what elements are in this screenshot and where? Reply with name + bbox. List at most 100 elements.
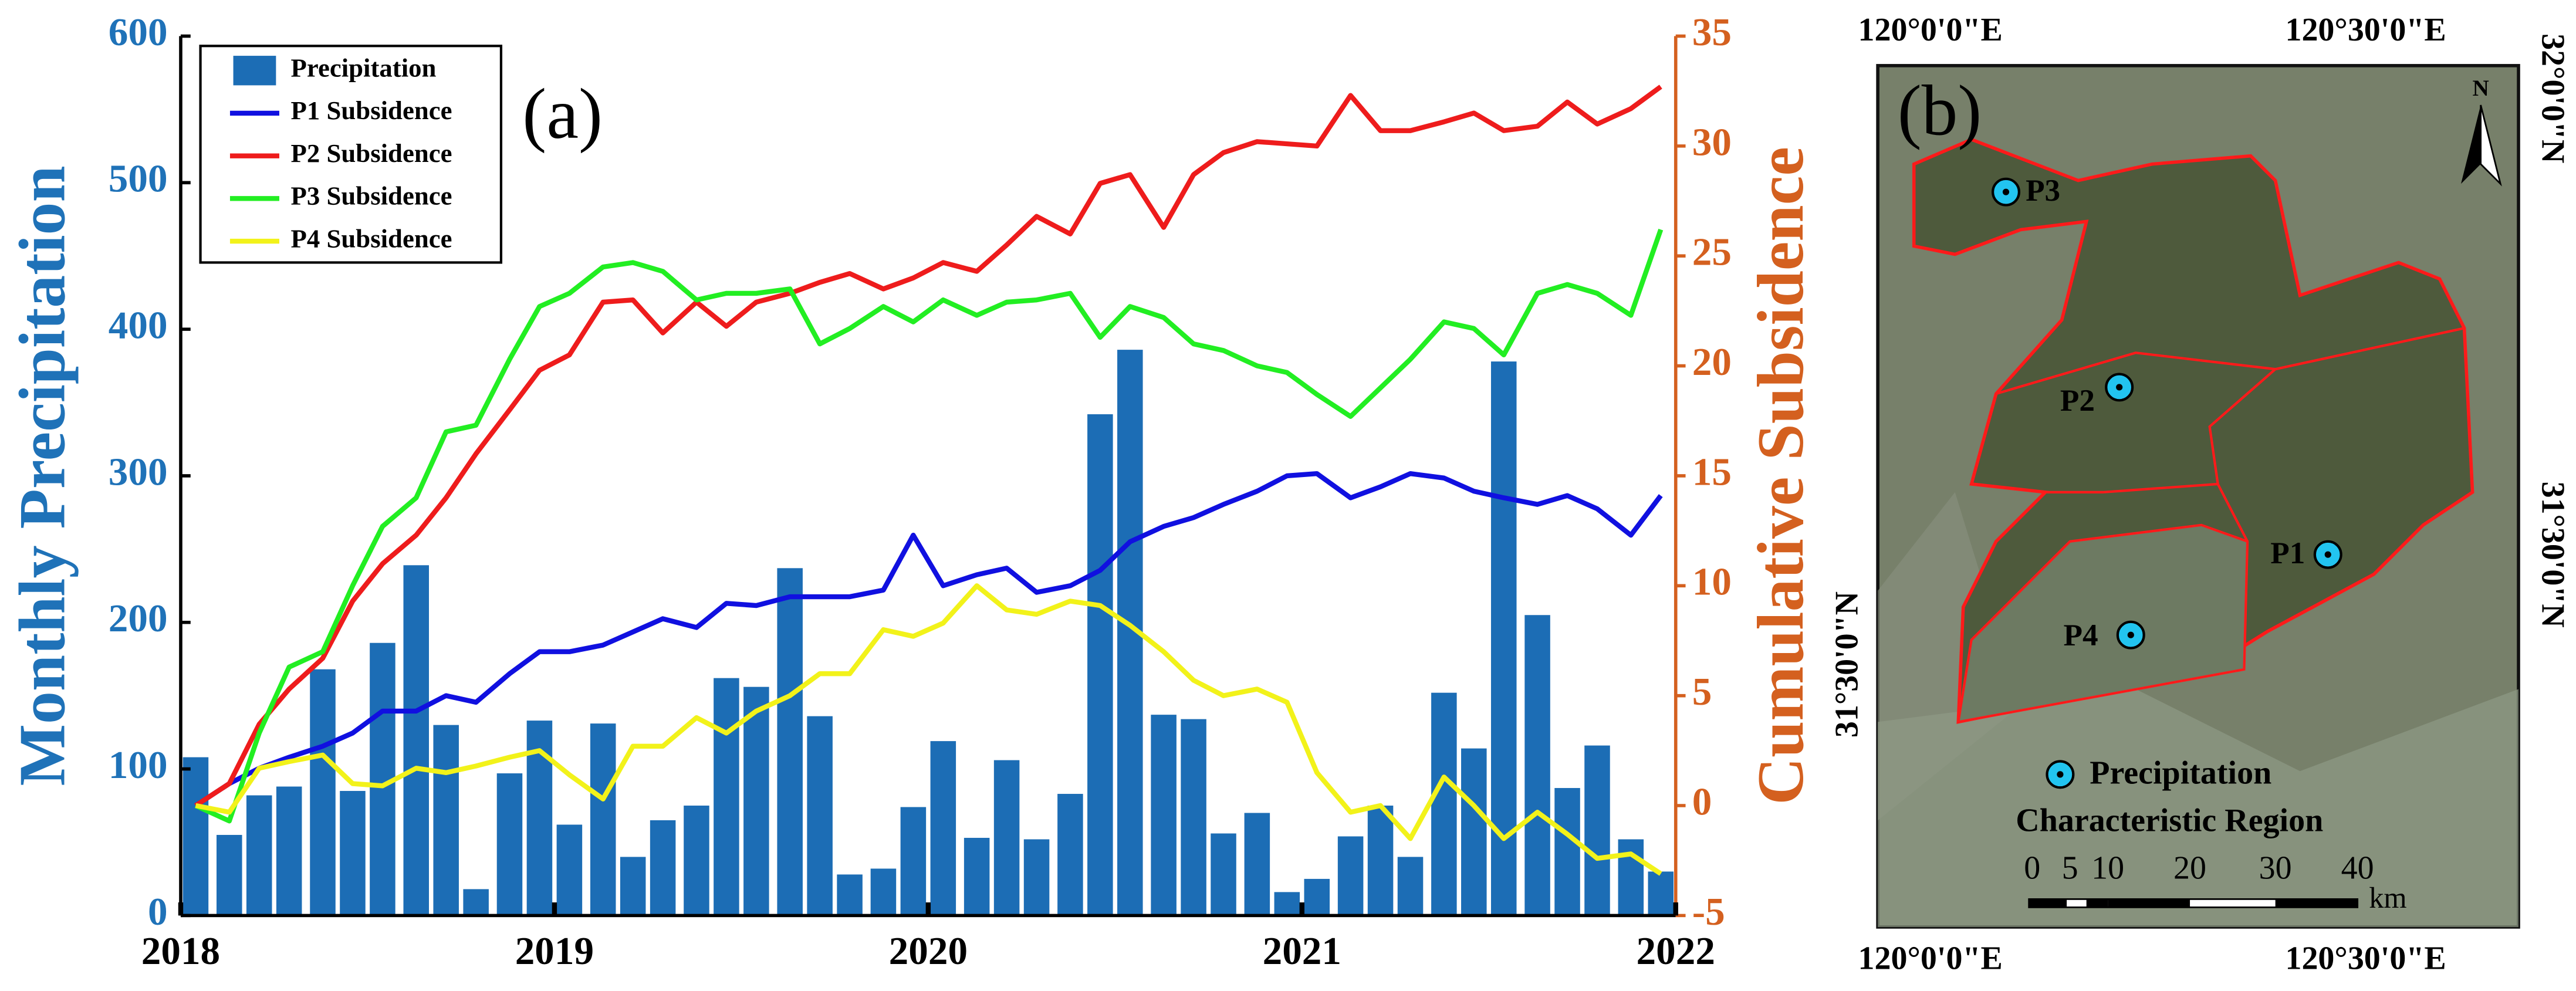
scale-label: 10 (2091, 850, 2124, 887)
bar (684, 806, 709, 916)
bar (1490, 361, 1517, 916)
map-water (1878, 689, 2519, 927)
lat-label: 32°0'0"N (2534, 33, 2571, 163)
bar (182, 757, 209, 916)
scale-segment (2108, 899, 2190, 908)
bar (310, 669, 336, 916)
y-tick-label: 200 (109, 596, 168, 640)
y2-tick-label: 30 (1692, 120, 1732, 164)
y2-tick-label: 5 (1692, 669, 1712, 713)
panel-label: (a) (522, 73, 603, 154)
legend-label: P4 Subsidence (291, 224, 452, 253)
y2-tick-label: 25 (1692, 230, 1732, 274)
plot: 0 100 200 300 400 500 600 -5 0 5 10 15 20 25 30 35 2018 2… (109, 10, 1732, 973)
bar (1367, 806, 1394, 916)
bar (714, 678, 739, 916)
x-tick-label: 2018 (141, 929, 220, 973)
line-series (194, 228, 1664, 824)
bar (1397, 857, 1424, 916)
line-series (194, 471, 1663, 808)
y-tick-label: 300 (109, 449, 168, 493)
line-series (194, 84, 1662, 808)
y2-tick-label: 20 (1692, 340, 1732, 384)
bar (650, 820, 676, 916)
point-label: P2 (2060, 384, 2095, 418)
scale-label: 20 (2173, 850, 2206, 887)
legend-label: Precipitation (291, 53, 437, 83)
scale-label: 5 (2062, 850, 2078, 887)
lon-label: 120°30'0"E (2285, 941, 2446, 977)
y-axis-label: Monthly Precipitation (6, 165, 79, 786)
bar (433, 725, 459, 916)
north-arrow (2480, 104, 2502, 187)
legend-label: P2 Subsidence (291, 138, 452, 168)
y2-tick-label: 10 (1692, 560, 1732, 604)
bar (777, 568, 803, 916)
scale-bar (2028, 898, 2359, 908)
legend-swatch (233, 56, 276, 86)
bar (1431, 692, 1457, 916)
bar (870, 868, 897, 916)
y2-tick-label: -5 (1692, 889, 1725, 933)
bar (403, 565, 430, 916)
legend-label: P3 Subsidence (291, 181, 452, 211)
legend-text: Characteristic Region (2016, 803, 2323, 839)
bar (837, 874, 863, 916)
point-dot (2127, 631, 2134, 638)
map-panel: P1 P2 P3 P4 Precipitation Characteristic… (1828, 12, 2571, 977)
bar (1524, 615, 1550, 916)
point-label: P3 (2026, 174, 2060, 208)
bar (463, 889, 489, 916)
lon-label: 120°0'0"E (1858, 941, 2003, 977)
y2-axis-label: Cumulative Subsidence (1745, 147, 1817, 805)
legend-label: P1 Subsidence (291, 96, 452, 125)
point-label: P1 (2270, 536, 2305, 570)
x-tick-label: 2019 (515, 929, 594, 973)
map-points (1991, 177, 2342, 789)
bar (556, 824, 583, 916)
y-tick-label: 500 (109, 157, 168, 201)
bar (1618, 839, 1644, 916)
bar (1023, 839, 1050, 916)
y2-tick-label: 35 (1692, 10, 1732, 54)
line-series (195, 583, 1662, 876)
district-borders (1996, 327, 2465, 542)
x-tick-label: 2022 (1637, 929, 1715, 973)
point-label: P4 (2063, 618, 2098, 652)
scale-label: 40 (2341, 850, 2374, 887)
bar (900, 807, 927, 916)
bar (217, 834, 242, 916)
bar (930, 741, 956, 916)
scale-label: 0 (2024, 850, 2040, 887)
scale-segment (2029, 899, 2067, 908)
bar (1584, 745, 1610, 916)
y2-tick-label: 0 (1692, 779, 1712, 823)
north-label: N (2472, 76, 2489, 101)
lat-label: 31°30'0"N (1828, 591, 1865, 738)
point-dot (2324, 551, 2331, 558)
y-tick-label: 0 (148, 889, 168, 933)
bar (276, 786, 302, 916)
x-tick-label: 2021 (1263, 929, 1341, 973)
panel-label: (b) (1898, 70, 1982, 151)
bar (1151, 715, 1177, 916)
point-dot (2002, 188, 2010, 195)
bar (993, 760, 1020, 916)
bar (1648, 871, 1674, 916)
bar (590, 723, 616, 916)
legend-text: Precipitation (2090, 755, 2271, 792)
y2-tick-label: 15 (1692, 449, 1732, 493)
bar (1211, 833, 1236, 916)
lon-label: 120°0'0"E (1858, 12, 2003, 48)
y-tick-label: 100 (109, 743, 168, 787)
bar (1057, 794, 1083, 916)
scale-segment (2275, 899, 2358, 908)
lat-label: 31°30'0"N (2534, 482, 2571, 628)
point-dot (2116, 384, 2123, 391)
bar (620, 857, 646, 916)
bar (496, 773, 523, 916)
bar (1181, 719, 1206, 916)
bar (1087, 414, 1113, 916)
